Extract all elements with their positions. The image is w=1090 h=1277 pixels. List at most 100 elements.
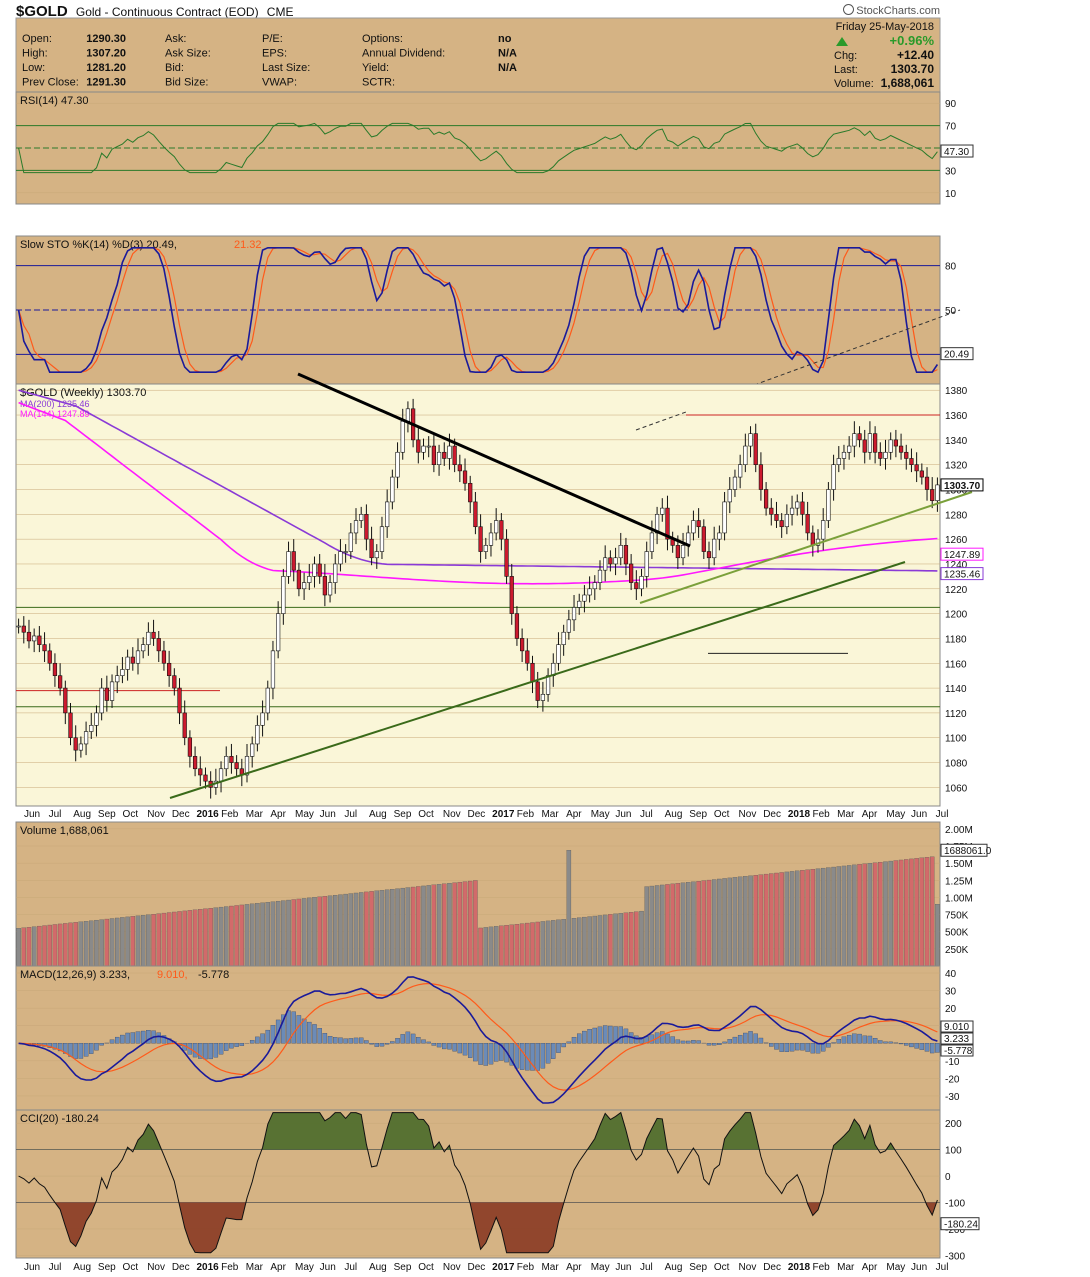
volume-bar: [576, 917, 582, 967]
volume-bar: [317, 896, 322, 967]
candle: [348, 532, 353, 552]
x-axis-label-top: Jul: [49, 809, 62, 820]
price-label: $GOLD (Weekly) 1303.70: [20, 387, 146, 399]
price-panel-tick-label: 1260: [945, 535, 968, 546]
macd-hist-bar: [888, 1041, 893, 1044]
candle: [265, 687, 270, 714]
candle: [535, 681, 540, 701]
volume-bar: [229, 905, 234, 967]
x-axis-label-top: Mar: [541, 809, 559, 820]
candle: [229, 756, 234, 763]
macd-hist-bar: [608, 1025, 613, 1044]
candle: [930, 489, 935, 501]
candle: [561, 631, 566, 645]
candle: [234, 762, 239, 770]
macd-hist-bar: [525, 1043, 530, 1071]
candle: [675, 545, 680, 559]
x-axis-label-bottom: Oct: [123, 1262, 139, 1273]
x-axis-label-bottom: May: [591, 1262, 610, 1273]
candle: [161, 650, 167, 664]
candle: [789, 507, 795, 515]
macd-hist-bar: [348, 1038, 354, 1044]
volume-bar: [47, 924, 52, 967]
volume-bar: [395, 888, 400, 967]
quote-last-label: Last:: [834, 64, 858, 76]
quote-value: 1291.30: [86, 77, 126, 89]
volume-bar: [182, 910, 187, 967]
volume-bar: [743, 876, 748, 967]
candle: [172, 675, 177, 689]
cci-pos-fill: [18, 1112, 938, 1150]
quote-label: Ask:: [165, 33, 186, 45]
quote-value: N/A: [498, 62, 517, 74]
macd-hist-bar: [613, 1026, 618, 1044]
cci-panel-tick-label: -300: [945, 1251, 965, 1262]
cci-panel-tick-label: -100: [945, 1199, 965, 1210]
quote-pct: +0.96%: [890, 33, 935, 48]
candle: [696, 520, 701, 528]
volume-bar: [769, 873, 774, 967]
volume-bar: [462, 881, 468, 967]
candle: [738, 464, 743, 478]
brand[interactable]: StockCharts.com: [843, 4, 940, 17]
macd-hist-bar: [774, 1043, 779, 1050]
brand-name: StockCharts.com: [856, 5, 940, 17]
candle: [810, 532, 815, 546]
candle: [224, 756, 229, 770]
volume-bar: [826, 867, 831, 967]
candle: [608, 557, 613, 565]
volume-bar: [374, 890, 380, 967]
volume-panel-tick-label: 1.50M: [945, 859, 973, 870]
macd-hist-bar: [587, 1029, 592, 1044]
macd-hist-bar: [218, 1043, 224, 1055]
candle: [898, 445, 904, 453]
volume-bar: [727, 877, 732, 967]
volume-bar: [519, 923, 525, 967]
macd-hist-bar: [421, 1039, 426, 1044]
x-axis-label-bottom: Aug: [73, 1262, 91, 1273]
volume-bar: [390, 889, 395, 967]
volume-bar: [291, 899, 296, 967]
macd-hist-bar: [898, 1043, 904, 1045]
volume-bar: [628, 912, 634, 967]
volume-bar: [343, 893, 348, 967]
rsi-panel-label: RSI(14) 47.30: [20, 95, 88, 107]
volume-bar: [21, 927, 27, 967]
candle: [520, 638, 525, 652]
x-axis-label-bottom: Oct: [418, 1262, 434, 1273]
volume-bar: [670, 883, 675, 967]
cci-panel-tick-label: -200: [945, 1225, 965, 1236]
macd-hist-bar: [161, 1035, 167, 1044]
macd-hist-bar: [374, 1043, 380, 1047]
volume-bar: [587, 916, 592, 967]
volume-bar: [161, 912, 167, 967]
volume-bar: [270, 901, 276, 967]
macd-hist-bar: [73, 1043, 78, 1059]
candle: [52, 662, 58, 676]
candle: [421, 445, 426, 453]
price-panel-tick-label: 1060: [945, 783, 968, 794]
candle: [374, 551, 379, 559]
volume-bar: [893, 860, 899, 967]
candle: [42, 644, 47, 652]
x-axis-label-top: Jun: [615, 809, 631, 820]
volume-bar: [140, 915, 146, 967]
candle: [483, 545, 488, 552]
volume-bar: [125, 916, 130, 967]
volume-bar: [31, 926, 37, 967]
volume-bar: [473, 880, 478, 967]
candle: [701, 526, 706, 552]
volume-bar: [665, 884, 670, 967]
macd-hist-bar: [452, 1043, 457, 1052]
volume-bar: [862, 863, 867, 967]
candle: [26, 631, 32, 642]
candle: [779, 520, 784, 528]
volume-bar: [457, 881, 463, 967]
volume-bar: [37, 925, 42, 967]
volume-panel-tick-label: 750K: [945, 911, 969, 922]
stoch-k-line: [17, 246, 939, 374]
volume-bar: [571, 918, 577, 967]
macd-hist-bar: [120, 1034, 125, 1044]
price-panel-tick-label: 1160: [945, 659, 967, 670]
volume-bar: [104, 918, 110, 967]
